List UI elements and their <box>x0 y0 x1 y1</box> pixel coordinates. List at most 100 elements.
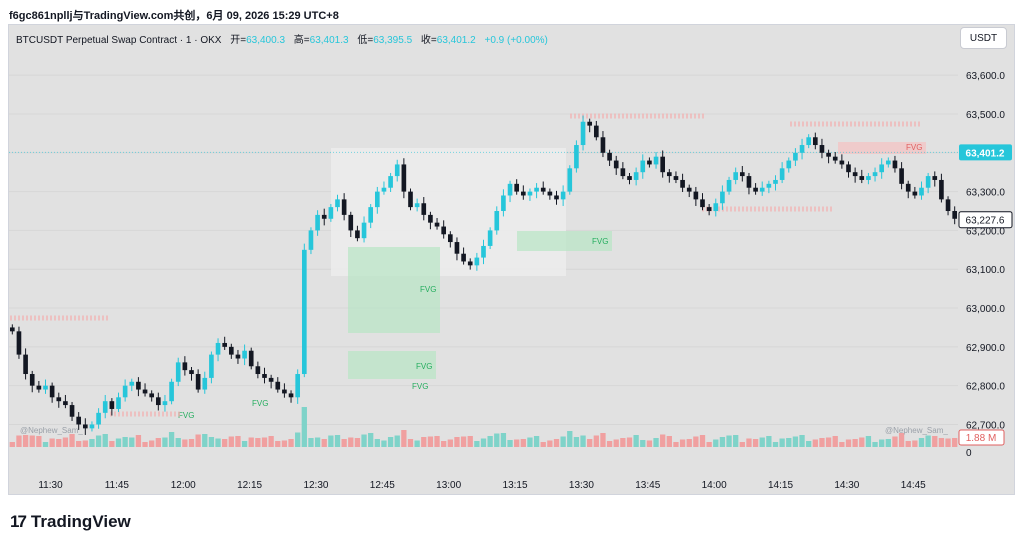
fvg-zone <box>348 247 440 333</box>
candle-body <box>202 377 208 390</box>
candle-body <box>839 160 845 165</box>
candle-body <box>613 160 619 169</box>
candle-body <box>832 156 838 161</box>
candle-body <box>162 401 168 406</box>
candle-body <box>733 172 739 180</box>
volume-bar <box>29 435 35 447</box>
volume-bar <box>500 433 507 447</box>
volume-bar <box>945 438 951 447</box>
volume-bar <box>414 440 420 447</box>
volume-bar <box>580 435 586 447</box>
volume-bar <box>275 441 281 447</box>
volume-bar <box>434 436 440 447</box>
volume-bar <box>613 439 619 447</box>
candle-body <box>268 377 274 382</box>
candle-body <box>408 191 413 208</box>
candle-body <box>726 179 732 192</box>
candle-body <box>454 242 460 254</box>
candle-body <box>799 145 805 153</box>
volume-bar <box>188 439 195 447</box>
candle-body <box>905 183 911 192</box>
volume-bar <box>215 438 221 447</box>
volume-bar <box>679 439 686 447</box>
volume-bar <box>567 431 573 447</box>
volume-bar <box>301 407 307 447</box>
candle-body <box>481 245 486 258</box>
candle-body <box>414 203 420 208</box>
volume-bar <box>129 437 135 447</box>
candle-body <box>919 187 924 196</box>
candle-body <box>580 121 586 146</box>
y-tick-label: 63,300.0 <box>966 188 1005 199</box>
volume-badge <box>958 429 1005 446</box>
fvg-label: FVG <box>420 285 436 294</box>
volume-bar <box>76 441 82 447</box>
volume-bar <box>587 439 593 447</box>
volume-bar <box>733 435 739 447</box>
candle-body <box>63 401 68 406</box>
volume-bar <box>9 442 15 447</box>
volume-bar <box>779 438 785 447</box>
candle-body <box>773 179 778 184</box>
candle-body <box>806 137 812 146</box>
volume-bar <box>739 442 745 447</box>
x-tick-label: 11:30 <box>38 480 63 491</box>
volume-bar <box>600 433 606 447</box>
volume-bar <box>952 438 958 447</box>
volume-bar <box>660 434 666 447</box>
candle-body <box>527 191 533 196</box>
volume-bar <box>467 436 473 447</box>
volume-bar <box>155 438 161 447</box>
candle-body <box>534 187 539 192</box>
candle-body <box>700 199 705 208</box>
tradingview-logo-icon: 17 <box>10 512 27 531</box>
volume-bar <box>387 437 394 447</box>
volume-bar <box>281 440 288 447</box>
candle-body <box>195 374 201 390</box>
candle-body <box>361 222 367 239</box>
candle-body <box>600 137 606 153</box>
volume-bar <box>653 438 659 447</box>
volume-bar <box>195 434 201 447</box>
volume-bar <box>560 436 566 447</box>
volume-label: 1.88 M <box>966 433 997 444</box>
candle-body <box>899 168 904 184</box>
candle-body <box>275 381 281 390</box>
volume-bar <box>49 438 55 447</box>
volume-bar <box>527 437 533 447</box>
candle-body <box>507 183 513 196</box>
candle-body <box>607 152 612 161</box>
candle-body <box>155 397 161 406</box>
candle-body <box>859 176 865 180</box>
volume-bar <box>865 436 872 447</box>
candle-body <box>341 199 347 215</box>
candle-body <box>49 385 55 398</box>
candle-body <box>321 214 327 219</box>
candle-body <box>892 160 898 169</box>
candle-body <box>368 207 374 223</box>
candle-body <box>434 222 440 227</box>
candle-body <box>169 381 174 402</box>
candle-body <box>189 370 194 375</box>
candle-body <box>739 172 745 177</box>
candle-body <box>29 374 35 386</box>
y-tick-label: 62,700.0 <box>966 420 1005 431</box>
x-tick-label: 12:15 <box>237 480 262 491</box>
volume-bar <box>394 435 400 447</box>
close-label: 收= <box>420 35 437 46</box>
currency-button[interactable]: USDT <box>960 27 1007 49</box>
volume-bar <box>573 437 580 447</box>
volume-bar <box>122 437 128 447</box>
candle-body <box>759 187 765 192</box>
tradingview-logo[interactable]: 17 TradingView <box>10 512 131 532</box>
candle-body <box>846 164 851 173</box>
candle-body <box>852 172 858 177</box>
volume-bar <box>540 442 546 447</box>
candle-body <box>952 211 958 219</box>
volume-bar <box>334 435 341 447</box>
candle-body <box>653 156 659 165</box>
candle-body <box>308 230 314 250</box>
candle-body <box>786 160 792 169</box>
symbol-title: BTCUSDT Perpetual Swap Contract · 1 · OK… <box>16 35 222 46</box>
